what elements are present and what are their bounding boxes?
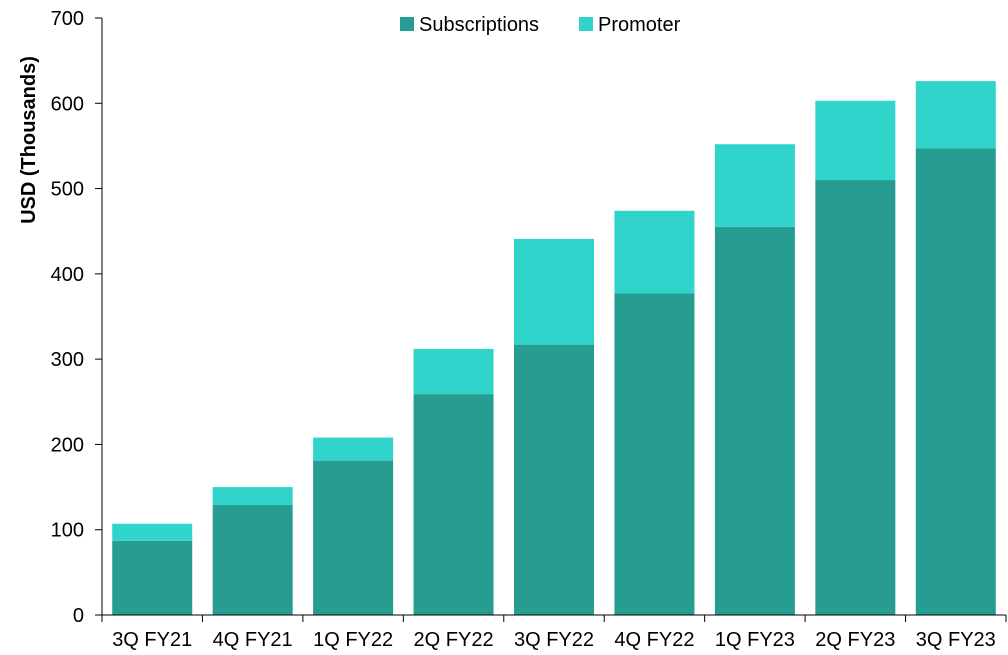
y-axis-ticks: 0 100 200 300 400 500 600 700 [51, 8, 102, 627]
bar-promoter-4q-fy22 [614, 210, 695, 294]
y-tick-label: 600 [51, 93, 84, 115]
y-tick-label: 100 [51, 520, 84, 542]
bar-subscriptions-4q-fy21 [212, 504, 293, 615]
y-tick-label: 700 [51, 8, 84, 30]
bar-subscriptions-3q-fy23 [915, 148, 996, 616]
legend-swatch-promoter [579, 17, 593, 31]
bar-promoter-2q-fy23 [815, 100, 896, 181]
x-tick-label: 1Q FY22 [313, 629, 393, 651]
y-tick-label: 300 [51, 349, 84, 371]
y-tick-label: 500 [51, 179, 84, 201]
bar-promoter-3q-fy23 [915, 81, 996, 149]
y-axis-title: USD (Thousands) [18, 56, 40, 224]
x-tick-label: 2Q FY23 [815, 629, 895, 651]
x-tick-label: 3Q FY22 [514, 629, 594, 651]
x-tick-label: 2Q FY22 [414, 629, 494, 651]
x-tick-label: 1Q FY23 [715, 629, 795, 651]
bar-promoter-1q-fy22 [313, 437, 394, 461]
x-tick-label: 4Q FY21 [213, 629, 293, 651]
legend: Subscriptions Promoter [400, 14, 681, 36]
y-tick-label: 200 [51, 434, 84, 456]
y-tick-label: 0 [73, 605, 84, 627]
bars [112, 81, 996, 616]
bar-promoter-3q-fy21 [112, 523, 193, 541]
legend-label-promoter: Promoter [598, 14, 681, 36]
bar-subscriptions-2q-fy23 [815, 180, 896, 616]
x-tick-label: 3Q FY21 [112, 629, 192, 651]
bar-subscriptions-4q-fy22 [614, 293, 695, 615]
y-tick-label: 400 [51, 264, 84, 286]
bar-subscriptions-1q-fy22 [313, 460, 394, 615]
x-axis-ticks: 3Q FY21 4Q FY21 1Q FY22 2Q FY22 3Q FY22 4Q FY… [101, 615, 1007, 651]
legend-label-subscriptions: Subscriptions [419, 14, 539, 36]
bar-promoter-4q-fy21 [212, 487, 293, 505]
x-tick-label: 3Q FY23 [916, 629, 996, 651]
bar-promoter-1q-fy23 [714, 144, 795, 227]
bar-promoter-3q-fy22 [514, 238, 594, 345]
bar-subscriptions-3q-fy22 [514, 344, 594, 615]
bar-subscriptions-1q-fy23 [714, 226, 795, 615]
bar-promoter-2q-fy22 [413, 348, 494, 395]
legend-swatch-subscriptions [400, 17, 414, 31]
bar-subscriptions-3q-fy21 [112, 540, 193, 615]
x-tick-label: 4Q FY22 [614, 629, 694, 651]
bar-subscriptions-2q-fy22 [413, 394, 494, 615]
